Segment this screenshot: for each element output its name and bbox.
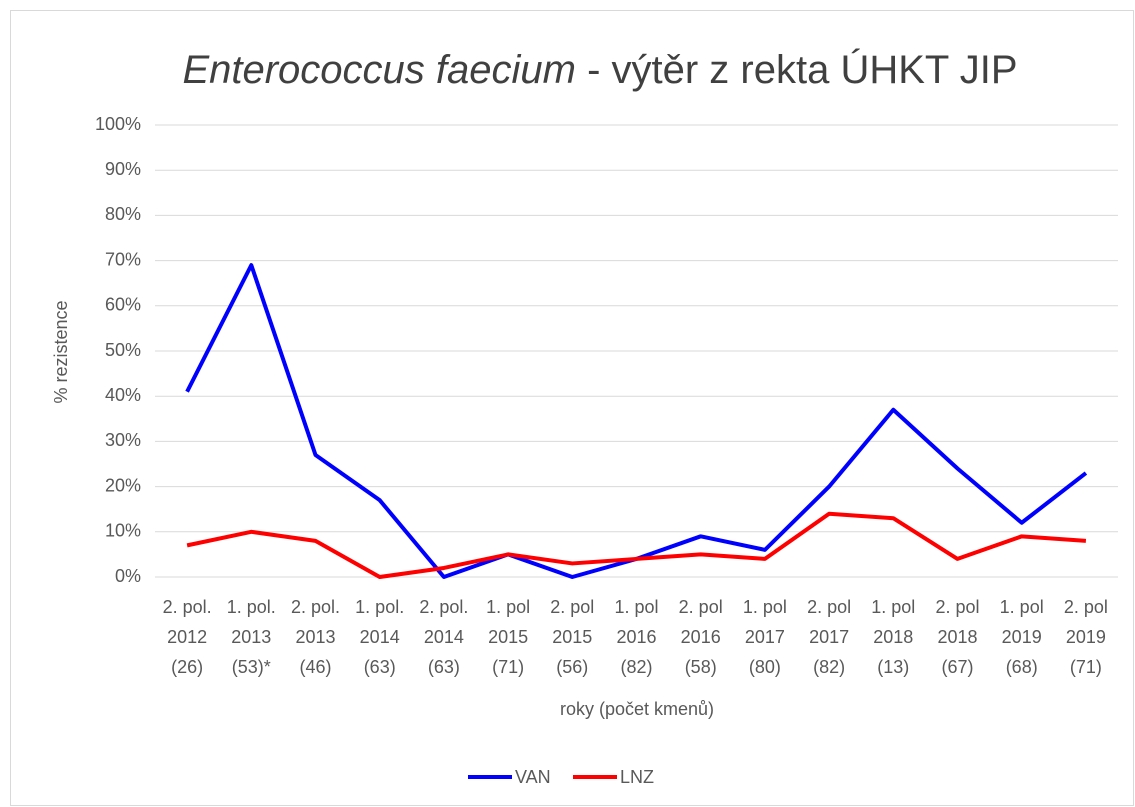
x-tick-label: (82) [813,657,845,677]
y-tick-label: 50% [105,340,141,360]
x-tick-label: 2. pol. [419,597,468,617]
x-tick-label: 2. pol [679,597,723,617]
x-tick-label: (13) [877,657,909,677]
x-tick-label: 2015 [552,627,592,647]
y-tick-label: 30% [105,430,141,450]
title-rest: - výtěr z rekta ÚHKT JIP [576,47,1018,92]
line-series [186,511,1087,579]
x-tick-label: 1. pol [871,597,915,617]
x-tick-label: 2015 [488,627,528,647]
y-tick-label: 80% [105,204,141,224]
y-tick-label: 10% [105,521,141,541]
y-tick-label: 70% [105,249,141,269]
y-axis-label: % rezistence [51,300,71,403]
y-tick-label: 0% [115,566,141,586]
y-tick-label: 90% [105,159,141,179]
x-tick-label: 2012 [167,627,207,647]
x-tick-label: 1. pol [743,597,787,617]
legend-label: LNZ [620,767,654,787]
x-tick-label: 2016 [616,627,656,647]
x-tick-label: 1. pol [486,597,530,617]
x-tick-label: (67) [941,657,973,677]
x-tick-label: (56) [556,657,588,677]
x-tick-label: 1. pol [614,597,658,617]
x-tick-label: 2016 [681,627,721,647]
x-tick-label: 2014 [424,627,464,647]
x-tick-label: (71) [492,657,524,677]
x-tick-label: (26) [171,657,203,677]
x-tick-label: (53)* [232,657,271,677]
y-tick-label: 100% [95,114,141,134]
chart-border [10,10,1134,806]
x-tick-label: 2. pol [807,597,851,617]
y-tick-label: 60% [105,295,141,315]
x-tick-label: 2013 [231,627,271,647]
title-italic: Enterococcus faecium [182,48,576,92]
x-tick-label: 1. pol [1000,597,1044,617]
x-tick-label: (58) [685,657,717,677]
x-tick-label: (82) [620,657,652,677]
y-tick-label: 20% [105,475,141,495]
x-tick-label: 2019 [1066,627,1106,647]
x-tick-label: 2018 [937,627,977,647]
x-tick-label: 2. pol. [163,597,212,617]
x-tick-label: 2. pol [550,597,594,617]
x-tick-label: 2. pol. [291,597,340,617]
x-tick-label: 2014 [360,627,400,647]
x-tick-label: 2017 [745,627,785,647]
x-tick-label: (46) [299,657,331,677]
x-tick-label: 2017 [809,627,849,647]
x-tick-label: 2019 [1002,627,1042,647]
x-tick-label: (63) [364,657,396,677]
x-tick-label: (63) [428,657,460,677]
x-tick-label: 2018 [873,627,913,647]
y-tick-label: 40% [105,385,141,405]
x-tick-label: 1. pol. [355,597,404,617]
chart-title: Enterococcus faecium - výtěr z rekta ÚHK… [182,47,1017,92]
legend-label: VAN [515,767,551,787]
x-tick-label: 1. pol. [227,597,276,617]
x-axis-label: roky (počet kmenů) [560,699,714,719]
x-tick-label: (80) [749,657,781,677]
x-tick-label: (71) [1070,657,1102,677]
x-tick-label: 2013 [295,627,335,647]
x-tick-label: (68) [1006,657,1038,677]
x-tick-label: 2. pol [935,597,979,617]
x-tick-label: 2. pol [1064,597,1108,617]
